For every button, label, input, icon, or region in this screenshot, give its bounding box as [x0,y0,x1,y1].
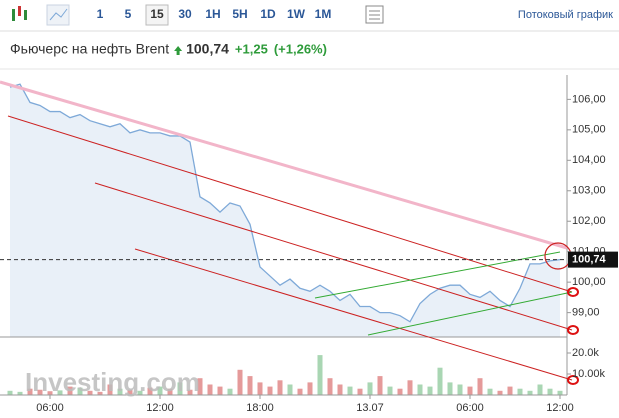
volume-bar [147,387,153,395]
volume-bar [327,378,333,395]
volume-bar [537,384,543,395]
interval-button[interactable]: 1W [287,7,306,21]
volume-bar [477,378,483,395]
price: 100,74 [186,41,229,57]
interval-button[interactable]: 1D [260,7,276,21]
interval-button[interactable]: 1 [97,7,104,21]
y-tick-label: 103,00 [572,185,606,197]
volume-bar [187,389,193,395]
volume-bar [427,386,433,395]
volume-bar [107,384,113,395]
volume-bar [57,390,63,395]
volume-bar [407,380,413,395]
volume-bar [207,384,213,395]
volume-bar [357,388,363,395]
price-area [10,84,560,338]
volume-bar [337,384,343,395]
volume-bar [227,388,233,395]
up-arrow [174,46,183,55]
volume-bar [217,386,223,395]
y-tick-label: 106,00 [572,93,606,105]
watermark: Investing.com [25,367,200,397]
toolbar [0,0,619,30]
interval-button[interactable]: 15 [150,7,164,21]
volume-bar [487,388,493,395]
volume-bar [347,386,353,395]
y-tick-label: 102,00 [572,215,606,227]
x-tick-label: 12:00 [546,402,574,414]
volume-bar [237,369,243,395]
y-tick-label: 105,00 [572,124,606,136]
x-tick-label: 12:00 [146,402,174,414]
y-tick-label: 104,00 [572,154,606,166]
current-price-label: 100,74 [572,254,607,266]
volume-bar [17,391,23,395]
x-tick-label: 06:00 [36,402,64,414]
interval-button[interactable]: 1H [205,7,220,21]
volume-bar [447,382,453,395]
volume-bar [37,389,43,395]
volume-bar [247,376,253,395]
volume-bar [77,387,83,395]
y-tick-label: 99,00 [572,307,600,319]
volume-bar [157,386,163,395]
volume-bar [387,386,393,395]
y2-tick-label: 20.0k [572,347,599,359]
volume-bar [97,391,103,395]
volume-bar [67,386,73,395]
volume-bar [377,376,383,395]
volume-bar [317,355,323,395]
volume-bar [527,390,533,395]
volume-bar [547,388,553,395]
candle-icon[interactable] [12,6,27,21]
volume-bar [557,390,563,395]
volume-bar [257,382,263,395]
interval-button[interactable]: 30 [178,7,192,21]
volume-bar [507,386,513,395]
interval-button[interactable]: 5H [232,7,247,21]
x-tick-label: 18:00 [246,402,274,414]
volume-bar [497,390,503,395]
volume-bar [47,391,53,395]
x-tick-label: 13.07 [356,402,384,414]
volume-bar [277,380,283,395]
volume-bar [287,384,293,395]
volume-bar [177,382,183,395]
volume-bar [137,390,143,395]
current-price-box [568,251,618,268]
volume-bar [397,388,403,395]
interval-button[interactable]: 5 [125,7,132,21]
volume-bar [467,386,473,395]
selected-button-box [145,4,169,26]
y-tick-label: 100,00 [572,276,606,288]
volume-bar [167,388,173,395]
change: +1,25 [235,41,268,56]
volume-bar [367,382,373,395]
volume-bar [297,388,303,395]
area-icon-line [49,8,68,21]
volume-bar [117,388,123,395]
volume-bar [7,390,13,395]
x-tick-label: 06:00 [456,402,484,414]
volume-bar [517,388,523,395]
volume-bar [127,389,133,395]
stream-link[interactable]: Потоковый график [518,9,613,21]
volume-bar [87,390,93,395]
instrument-title: Фьючерс на нефть Brent [10,41,169,57]
price-line [9,83,561,323]
volume-bar [197,378,203,395]
volume-bar [267,386,273,395]
volume-bar [307,382,313,395]
volume-bar [437,367,443,395]
change-percent: (+1,26%) [274,41,327,56]
y2-tick-label: 10.00k [572,368,606,380]
volume-bar [457,384,463,395]
interval-button[interactable]: 1M [315,7,332,21]
volume-bar [417,384,423,395]
volume-bar [27,388,33,395]
